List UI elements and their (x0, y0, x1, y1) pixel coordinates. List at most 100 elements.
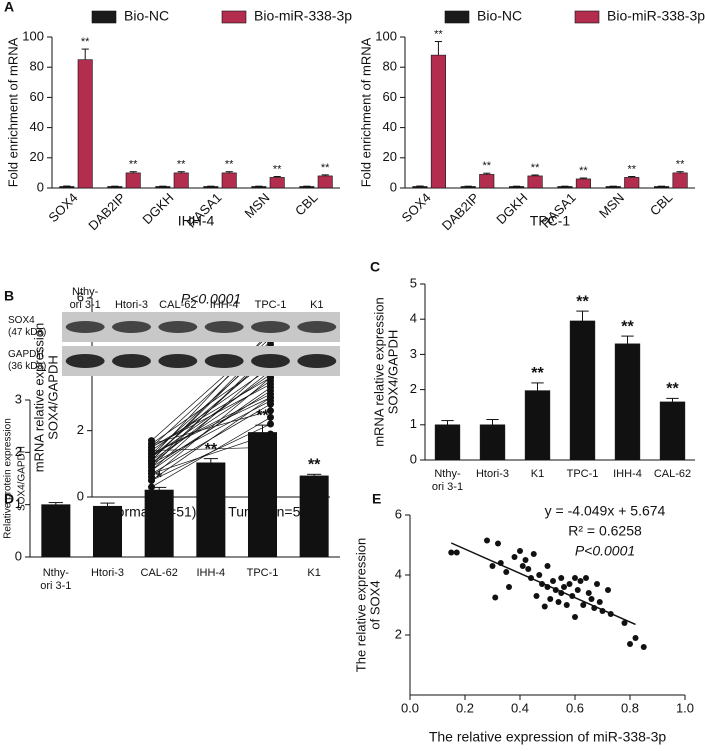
y-axis-label: mRNA relative expression (371, 297, 386, 447)
legend-swatch (221, 10, 247, 24)
x-tick-label: SOX4 (45, 190, 80, 225)
bar (460, 186, 476, 189)
fit-annotation: y = -4.049x + 5.674 (545, 503, 666, 519)
significance: ** (273, 163, 282, 175)
point (148, 443, 155, 451)
blot-band (297, 321, 337, 333)
point (541, 603, 548, 610)
pair-line (151, 410, 271, 445)
y-tick-label: 2 (395, 626, 402, 641)
blot-band (204, 321, 244, 333)
significance: ** (579, 165, 588, 177)
x-tick-label: MSN (242, 190, 273, 221)
y-axis-label: of SOX4 (367, 580, 382, 629)
bar (299, 475, 329, 558)
y-tick-label: 2 (77, 422, 84, 437)
significance: ** (531, 162, 540, 174)
bar (509, 186, 525, 189)
panel-label: A (4, 0, 14, 15)
x-tick-label: DAB2IP (85, 190, 128, 233)
legend-swatch (91, 10, 117, 24)
point (148, 437, 155, 445)
x-tick-label: 0.0 (401, 700, 419, 715)
pair-line (151, 370, 271, 465)
bar (412, 186, 428, 189)
bar (299, 186, 315, 189)
bar (173, 172, 189, 189)
point (555, 599, 562, 605)
x-tick-label: Htori-3 (91, 567, 124, 579)
blot-strip (62, 346, 340, 376)
point (544, 563, 551, 569)
x-tick-label: SOX4 (399, 190, 434, 225)
bar (269, 177, 285, 189)
blot-band (251, 321, 290, 333)
x-tick-label: DGKH (493, 190, 530, 227)
pair-line (151, 400, 271, 465)
y-axis-label: SOX4/GAPDH (45, 355, 60, 440)
x-axis-label: IHH-4 (178, 213, 215, 229)
significance: ** (621, 318, 634, 335)
bar (155, 186, 171, 189)
legend-label: Bio-miR-338-3p (254, 8, 352, 24)
y-tick-label: 60 (30, 89, 44, 104)
pair-line (151, 393, 271, 455)
point (148, 457, 155, 465)
significance: ** (129, 159, 138, 171)
significance: ** (225, 159, 234, 171)
pair-line (151, 403, 271, 475)
y-tick-label: 20 (383, 149, 397, 164)
point (574, 587, 581, 593)
point (547, 596, 554, 602)
y-tick-label: 5 (410, 275, 417, 290)
bar (672, 172, 688, 189)
significance: ** (531, 365, 544, 382)
significance: ** (666, 381, 679, 398)
x-tick-label: CAL-62 (141, 567, 178, 579)
y-tick-label: 3 (410, 346, 417, 361)
point (267, 387, 274, 395)
significance: ** (205, 441, 218, 458)
point (536, 572, 543, 578)
pair-line (151, 397, 271, 455)
bar (125, 172, 141, 189)
bar (92, 505, 123, 558)
point (511, 554, 518, 560)
x-tick-label: IHH-4 (196, 567, 225, 579)
x-tick-label: Nthy-ori 3-1 (432, 468, 463, 493)
point (577, 578, 584, 584)
point (506, 584, 512, 590)
point (484, 537, 490, 544)
y-axis-label: The relative expression (353, 538, 368, 672)
blot-band (158, 321, 198, 333)
point (558, 575, 565, 581)
legend-swatch (574, 10, 600, 24)
lane-label: IHH-4 (210, 299, 239, 311)
y-tick-label: 0 (77, 488, 84, 503)
x-tick-label: DGKH (139, 190, 176, 227)
bar (221, 172, 237, 189)
point (583, 575, 589, 581)
blot-band (204, 354, 244, 368)
significance: ** (308, 457, 321, 474)
x-tick-label: 1.0 (676, 700, 694, 715)
y-tick-label: 0 (15, 548, 22, 563)
y-tick-label: 40 (30, 119, 44, 134)
legend-swatch (444, 10, 470, 24)
lane-label: K1 (310, 299, 323, 311)
y-axis-label: Fold enrichment of mRNA (358, 37, 373, 187)
y-axis-label: mRNA relative expression (31, 323, 46, 473)
point (566, 581, 573, 587)
pair-line (151, 390, 271, 468)
legend-label: Bio-NC (477, 8, 522, 24)
point (621, 620, 628, 626)
point (267, 394, 274, 401)
bar (203, 186, 219, 189)
point (533, 593, 540, 599)
lane-label: CAL-62 (159, 299, 196, 311)
x-tick-label: TPC-1 (567, 468, 599, 480)
x-tick-label: K1 (531, 468, 544, 480)
bar (479, 174, 495, 189)
significance: ** (576, 293, 589, 310)
